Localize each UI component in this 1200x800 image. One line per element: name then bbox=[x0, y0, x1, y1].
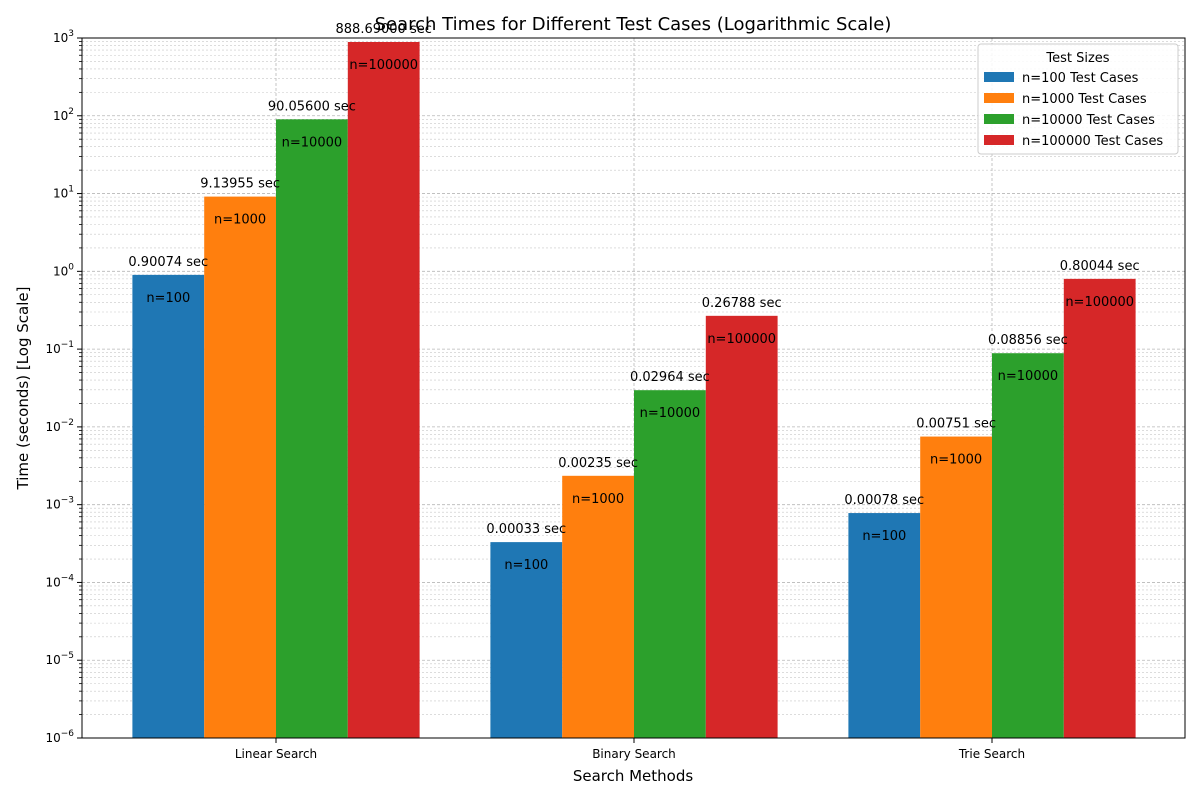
y-tick-exponent: −6 bbox=[61, 729, 75, 739]
y-tick-exponent: −1 bbox=[61, 340, 74, 350]
bar bbox=[848, 513, 921, 738]
y-tick-label: 103 bbox=[53, 29, 74, 45]
bar-inner-label: n=1000 bbox=[930, 453, 982, 468]
legend-entry: n=1000 Test Cases bbox=[1022, 92, 1147, 107]
legend-swatch bbox=[984, 135, 1014, 145]
x-tick-label: Binary Search bbox=[592, 747, 676, 761]
bar-inner-label: n=1000 bbox=[572, 492, 624, 507]
bar-value-label: 9.13955 sec bbox=[200, 177, 280, 192]
y-tick-exponent: −2 bbox=[61, 418, 74, 428]
bar-value-label: 0.90074 sec bbox=[128, 255, 208, 270]
bar-inner-label: n=100000 bbox=[707, 332, 776, 347]
y-tick-label: 102 bbox=[53, 107, 74, 123]
y-tick-label: 100 bbox=[53, 262, 74, 278]
bar bbox=[920, 436, 992, 738]
bar-value-label: 0.26788 sec bbox=[702, 296, 782, 311]
x-axis-label: Search Methods bbox=[573, 767, 694, 785]
chart-title: Search Times for Different Test Cases (L… bbox=[375, 14, 892, 35]
labels-layer: 0.90074 sec n=100 0.00033 sec n=100 0.00078 … bbox=[128, 22, 1139, 573]
y-axis-label: Time (seconds) [Log Scale] bbox=[14, 287, 32, 491]
bar bbox=[992, 353, 1064, 738]
bar-inner-label: n=100 bbox=[862, 529, 906, 544]
legend: Test Sizes n=100 Test Cases n=1000 Test Ca… bbox=[977, 43, 1179, 155]
bar-inner-label: n=10000 bbox=[640, 406, 701, 421]
x-tick-label: Linear Search bbox=[235, 747, 317, 761]
legend-entry: n=100 Test Cases bbox=[1022, 71, 1139, 86]
bar bbox=[705, 315, 778, 738]
legend-title: Test Sizes bbox=[1045, 51, 1109, 66]
y-tick-exponent: −3 bbox=[61, 496, 74, 506]
bar bbox=[276, 119, 348, 739]
y-tick-label: 10−3 bbox=[45, 496, 74, 512]
y-tick-label: 10−5 bbox=[45, 651, 74, 667]
y-tick-exponent: 1 bbox=[68, 185, 74, 195]
bar-inner-label: n=100 bbox=[146, 291, 190, 306]
bar bbox=[490, 542, 563, 738]
y-tick-exponent: 3 bbox=[68, 29, 74, 39]
legend-swatch bbox=[984, 114, 1014, 124]
bars-layer bbox=[132, 41, 1136, 739]
bar bbox=[347, 41, 420, 739]
bar-value-label: 0.00078 sec bbox=[844, 493, 924, 508]
y-tick-exponent: 2 bbox=[68, 107, 74, 117]
bar-inner-label: n=100 bbox=[504, 558, 548, 573]
legend-swatch bbox=[984, 72, 1014, 82]
bar bbox=[634, 390, 706, 738]
bar-inner-label: n=100000 bbox=[1065, 295, 1134, 310]
y-tick-exponent: 0 bbox=[68, 262, 74, 272]
legend-entry: n=100000 Test Cases bbox=[1022, 134, 1163, 149]
bar-inner-label: n=1000 bbox=[214, 213, 266, 228]
bar-value-label: 0.80044 sec bbox=[1060, 259, 1140, 274]
bar-inner-label: n=10000 bbox=[282, 135, 343, 150]
bar-value-label: 90.05600 sec bbox=[268, 99, 356, 114]
bar bbox=[132, 274, 205, 738]
legend-entry: n=10000 Test Cases bbox=[1022, 113, 1155, 128]
bar bbox=[204, 196, 276, 739]
bar-value-label: 0.00235 sec bbox=[558, 456, 638, 471]
bar-value-label: 0.08856 sec bbox=[988, 333, 1068, 348]
y-tick-exponent: −5 bbox=[61, 651, 74, 661]
y-tick-label: 10−4 bbox=[45, 573, 74, 589]
bar-value-label: 0.00751 sec bbox=[916, 417, 996, 432]
y-tick-label: 10−1 bbox=[45, 340, 74, 356]
bar bbox=[562, 475, 634, 738]
y-tick-label: 10−6 bbox=[45, 729, 74, 745]
bar-value-label: 888.69000 sec bbox=[336, 22, 432, 37]
y-tick-label: 101 bbox=[53, 185, 74, 201]
y-tick-exponent: −4 bbox=[61, 573, 75, 583]
bar-inner-label: n=10000 bbox=[998, 369, 1059, 384]
legend-swatch bbox=[984, 93, 1014, 103]
axes-layer: 10−610−510−410−310−210−1100101102103Line… bbox=[45, 29, 1025, 761]
x-tick-label: Trie Search bbox=[958, 747, 1025, 761]
legend-frame bbox=[977, 43, 1179, 155]
bar-value-label: 0.00033 sec bbox=[486, 522, 566, 537]
bar-inner-label: n=100000 bbox=[349, 58, 418, 73]
bar-value-label: 0.02964 sec bbox=[630, 370, 710, 385]
y-tick-label: 10−2 bbox=[45, 418, 74, 434]
bar bbox=[1063, 278, 1136, 738]
